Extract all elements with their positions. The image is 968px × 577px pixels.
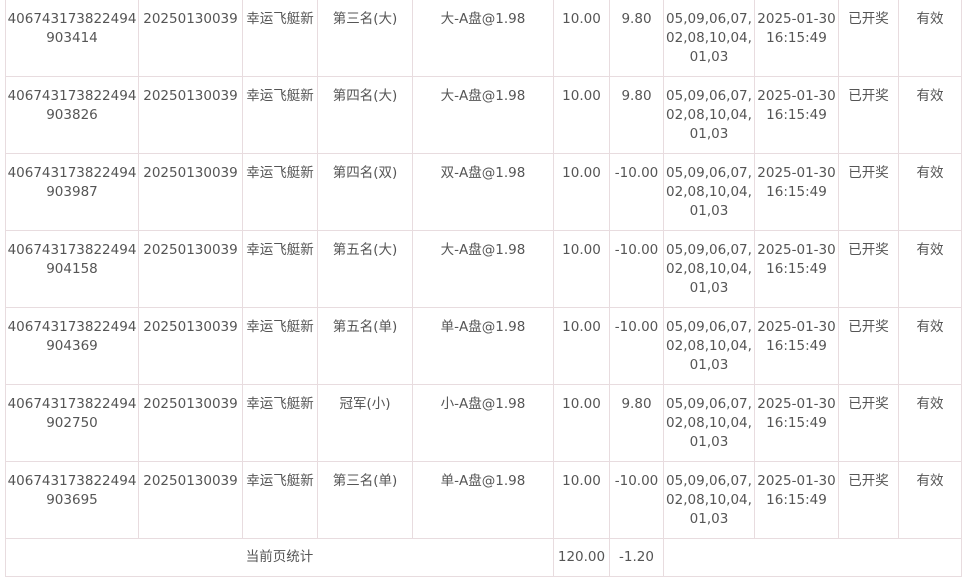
cell-game: 幸运飞艇新 xyxy=(242,461,318,539)
cell-bet-item: 第三名(大) xyxy=(317,0,413,77)
cell-amount: 10.00 xyxy=(553,0,610,77)
table-row: 406743173822494902750 20250130039 幸运飞艇新 冠军(… xyxy=(5,384,962,462)
cell-time: 2025-01-30 16:15:49 xyxy=(754,307,839,385)
cell-order-id: 406743173822494903695 xyxy=(5,461,139,539)
cell-status: 已开奖 xyxy=(838,153,899,231)
cell-status: 已开奖 xyxy=(838,461,899,539)
summary-label: 当前页统计 xyxy=(5,538,554,577)
table-row: 406743173822494903987 20250130039 幸运飞艇新 第四名… xyxy=(5,153,962,231)
cell-period: 20250130039 xyxy=(138,307,243,385)
cell-validity: 有效 xyxy=(898,384,962,462)
cell-validity: 有效 xyxy=(898,153,962,231)
cell-period: 20250130039 xyxy=(138,153,243,231)
cell-win-loss: -10.00 xyxy=(609,307,664,385)
cell-result: 05,09,06,07,02,08,10,04,01,03 xyxy=(663,307,755,385)
cell-content: 大-A盘@1.98 xyxy=(412,0,554,77)
cell-win-loss: -10.00 xyxy=(609,461,664,539)
cell-result: 05,09,06,07,02,08,10,04,01,03 xyxy=(663,461,755,539)
cell-content: 小-A盘@1.98 xyxy=(412,384,554,462)
cell-content: 单-A盘@1.98 xyxy=(412,461,554,539)
cell-validity: 有效 xyxy=(898,230,962,308)
cell-status: 已开奖 xyxy=(838,76,899,154)
cell-amount: 10.00 xyxy=(553,76,610,154)
cell-time: 2025-01-30 16:15:49 xyxy=(754,76,839,154)
cell-time: 2025-01-30 16:15:49 xyxy=(754,0,839,77)
cell-period: 20250130039 xyxy=(138,384,243,462)
cell-bet-item: 冠军(小) xyxy=(317,384,413,462)
table-row: 406743173822494903414 20250130039 幸运飞艇新 第三名… xyxy=(5,0,962,77)
cell-result: 05,09,06,07,02,08,10,04,01,03 xyxy=(663,384,755,462)
table-row: 406743173822494904369 20250130039 幸运飞艇新 第五名… xyxy=(5,307,962,385)
table-row: 406743173822494903826 20250130039 幸运飞艇新 第四名… xyxy=(5,76,962,154)
cell-order-id: 406743173822494904158 xyxy=(5,230,139,308)
summary-win-loss: -1.20 xyxy=(609,538,664,577)
cell-win-loss: 9.80 xyxy=(609,0,664,77)
cell-bet-item: 第四名(双) xyxy=(317,153,413,231)
cell-validity: 有效 xyxy=(898,0,962,77)
cell-game: 幸运飞艇新 xyxy=(242,384,318,462)
cell-content: 大-A盘@1.98 xyxy=(412,76,554,154)
cell-time: 2025-01-30 16:15:49 xyxy=(754,230,839,308)
cell-period: 20250130039 xyxy=(138,76,243,154)
cell-result: 05,09,06,07,02,08,10,04,01,03 xyxy=(663,230,755,308)
cell-content: 大-A盘@1.98 xyxy=(412,230,554,308)
cell-order-id: 406743173822494903414 xyxy=(5,0,139,77)
cell-order-id: 406743173822494904369 xyxy=(5,307,139,385)
cell-bet-item: 第四名(大) xyxy=(317,76,413,154)
cell-game: 幸运飞艇新 xyxy=(242,76,318,154)
cell-status: 已开奖 xyxy=(838,230,899,308)
cell-game: 幸运飞艇新 xyxy=(242,0,318,77)
cell-validity: 有效 xyxy=(898,76,962,154)
cell-result: 05,09,06,07,02,08,10,04,01,03 xyxy=(663,153,755,231)
cell-order-id: 406743173822494903987 xyxy=(5,153,139,231)
cell-validity: 有效 xyxy=(898,307,962,385)
table-row: 406743173822494904158 20250130039 幸运飞艇新 第五名… xyxy=(5,230,962,308)
cell-bet-item: 第五名(大) xyxy=(317,230,413,308)
cell-bet-item: 第三名(单) xyxy=(317,461,413,539)
cell-result: 05,09,06,07,02,08,10,04,01,03 xyxy=(663,0,755,77)
cell-period: 20250130039 xyxy=(138,0,243,77)
summary-empty xyxy=(663,538,962,577)
bet-records-table: 406743173822494903414 20250130039 幸运飞艇新 第三名… xyxy=(5,0,962,577)
cell-result: 05,09,06,07,02,08,10,04,01,03 xyxy=(663,76,755,154)
table-row: 406743173822494903695 20250130039 幸运飞艇新 第三名… xyxy=(5,461,962,539)
cell-win-loss: -10.00 xyxy=(609,230,664,308)
cell-win-loss: -10.00 xyxy=(609,153,664,231)
cell-bet-item: 第五名(单) xyxy=(317,307,413,385)
cell-amount: 10.00 xyxy=(553,461,610,539)
cell-content: 单-A盘@1.98 xyxy=(412,307,554,385)
cell-amount: 10.00 xyxy=(553,307,610,385)
cell-content: 双-A盘@1.98 xyxy=(412,153,554,231)
cell-status: 已开奖 xyxy=(838,307,899,385)
cell-period: 20250130039 xyxy=(138,230,243,308)
cell-time: 2025-01-30 16:15:49 xyxy=(754,153,839,231)
cell-status: 已开奖 xyxy=(838,384,899,462)
cell-amount: 10.00 xyxy=(553,153,610,231)
cell-game: 幸运飞艇新 xyxy=(242,153,318,231)
cell-period: 20250130039 xyxy=(138,461,243,539)
cell-time: 2025-01-30 16:15:49 xyxy=(754,384,839,462)
cell-time: 2025-01-30 16:15:49 xyxy=(754,461,839,539)
cell-win-loss: 9.80 xyxy=(609,384,664,462)
cell-status: 已开奖 xyxy=(838,0,899,77)
cell-validity: 有效 xyxy=(898,461,962,539)
cell-order-id: 406743173822494902750 xyxy=(5,384,139,462)
summary-row: 当前页统计 120.00 -1.20 xyxy=(5,538,962,577)
cell-amount: 10.00 xyxy=(553,230,610,308)
cell-game: 幸运飞艇新 xyxy=(242,230,318,308)
cell-win-loss: 9.80 xyxy=(609,76,664,154)
summary-amount: 120.00 xyxy=(553,538,610,577)
cell-amount: 10.00 xyxy=(553,384,610,462)
cell-order-id: 406743173822494903826 xyxy=(5,76,139,154)
cell-game: 幸运飞艇新 xyxy=(242,307,318,385)
